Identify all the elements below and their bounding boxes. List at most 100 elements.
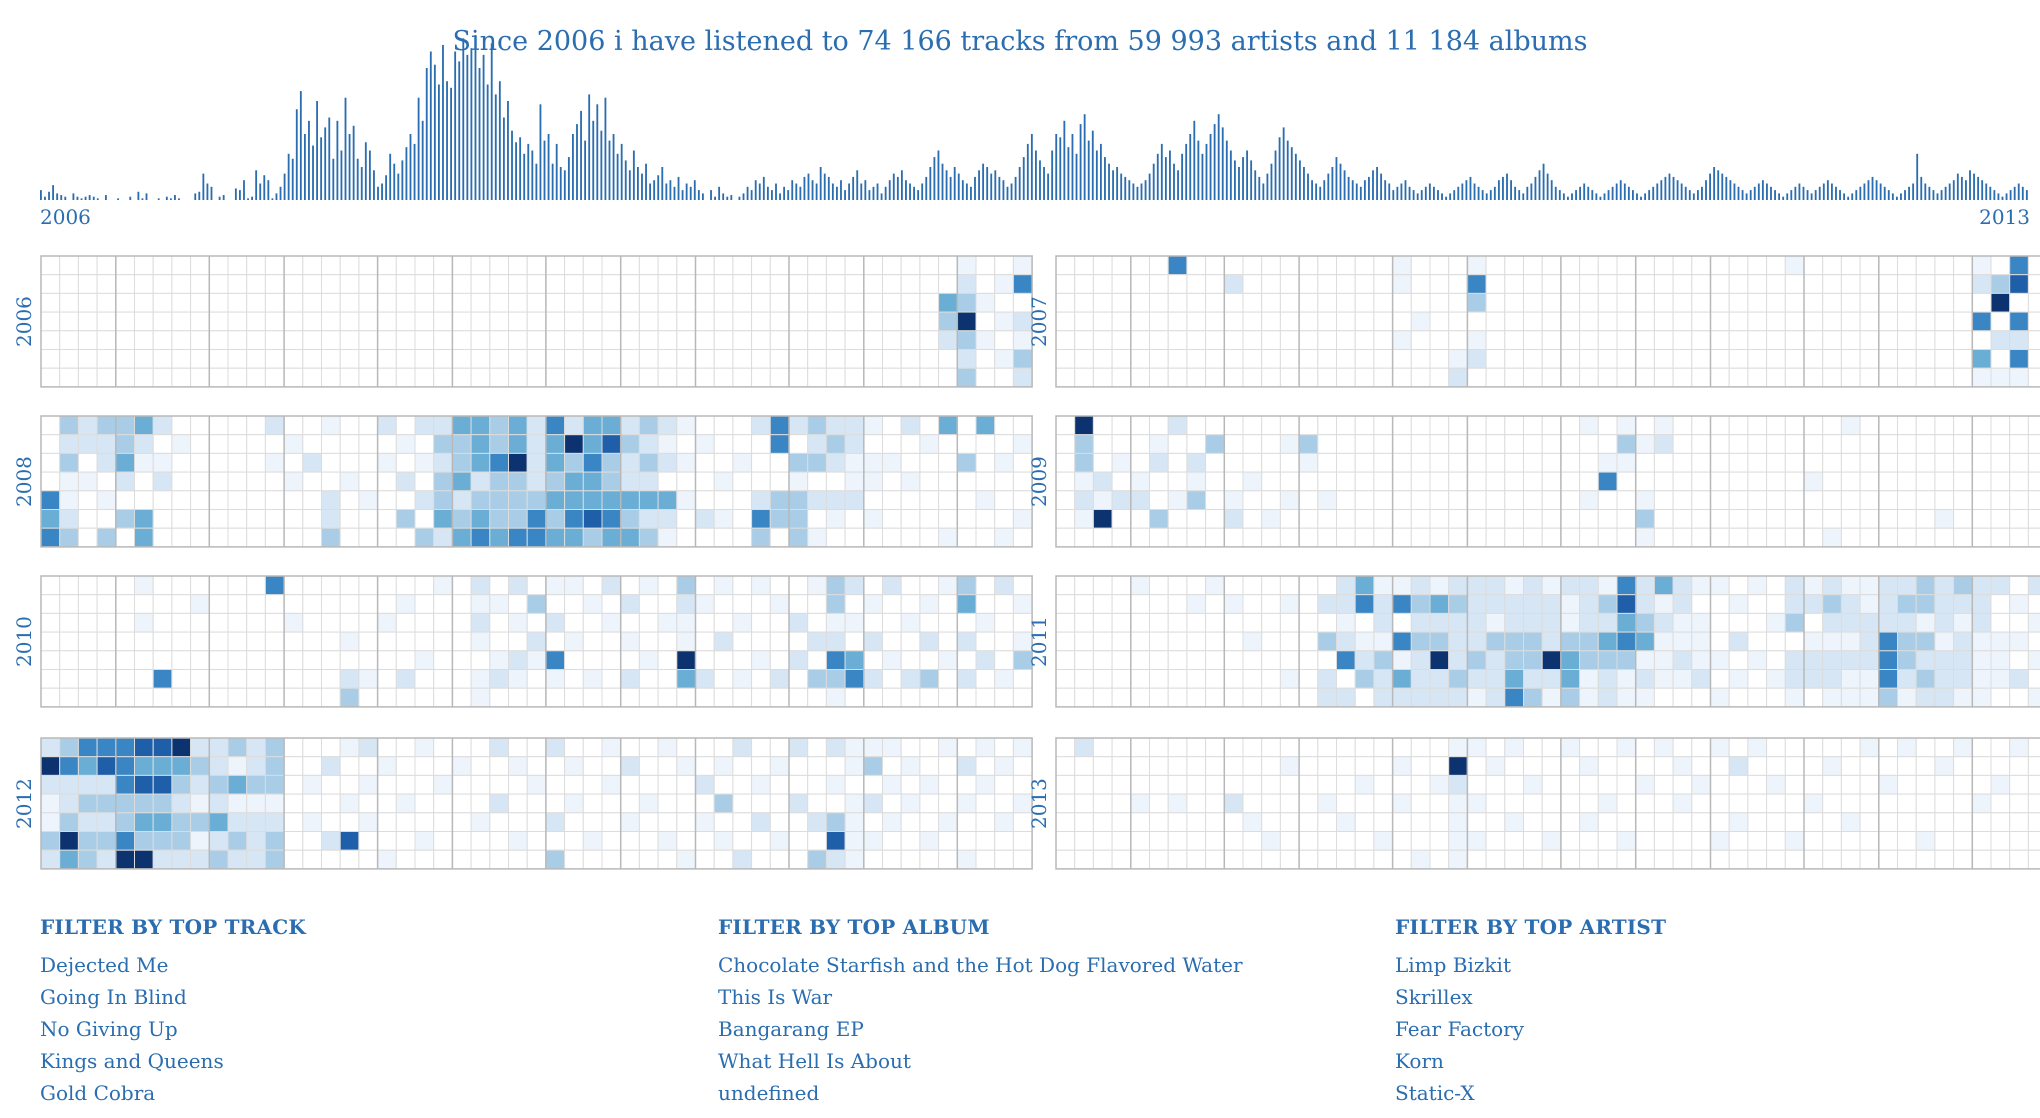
day-cell[interactable] [1373,330,1394,351]
day-cell[interactable] [938,311,958,332]
day-cell[interactable] [1541,793,1562,814]
day-cell[interactable] [40,687,61,708]
day-cell[interactable] [844,292,865,313]
day-cell[interactable] [1653,415,1674,436]
day-cell[interactable] [208,669,229,689]
day-cell[interactable] [1597,274,1618,294]
day-cell[interactable] [264,669,285,689]
day-cell[interactable] [77,687,98,708]
day-cell[interactable] [283,669,304,689]
day-cell[interactable] [545,311,566,332]
day-cell[interactable] [844,687,865,708]
day-cell[interactable] [1466,349,1487,369]
day-cell[interactable] [1261,831,1281,851]
day-cell[interactable] [433,509,453,529]
day-cell[interactable] [1167,631,1188,652]
day-cell[interactable] [1279,737,1300,758]
day-cell[interactable] [2009,650,2029,671]
day-cell[interactable] [994,831,1014,851]
day-cell[interactable] [1990,631,2011,652]
day-cell[interactable] [1410,434,1431,454]
day-cell[interactable] [115,774,136,795]
day-cell[interactable] [676,612,696,633]
day-cell[interactable] [1149,509,1169,529]
day-cell[interactable] [1635,687,1655,708]
day-cell[interactable] [657,812,678,833]
day-cell[interactable] [582,452,603,473]
day-cell[interactable] [190,849,210,870]
day-cell[interactable] [433,330,453,351]
day-cell[interactable] [96,274,117,294]
day-cell[interactable] [1392,274,1412,294]
day-cell[interactable] [1859,812,1880,833]
day-cell[interactable] [1635,349,1655,369]
day-cell[interactable] [358,349,379,369]
day-cell[interactable] [508,575,528,596]
day-cell[interactable] [508,255,528,276]
day-cell[interactable] [1953,669,1973,689]
day-cell[interactable] [1354,330,1375,351]
day-cell[interactable] [938,650,958,671]
day-cell[interactable] [1635,594,1655,614]
day-cell[interactable] [1012,756,1033,776]
filter-item[interactable]: Bangarang EP [718,1017,864,1041]
day-cell[interactable] [1672,274,1693,294]
day-cell[interactable] [1298,793,1319,814]
day-cell[interactable] [1298,311,1319,332]
day-cell[interactable] [564,737,584,758]
day-cell[interactable] [1953,575,1973,596]
day-cell[interactable] [1317,349,1337,369]
day-cell[interactable] [1223,612,1244,633]
day-cell[interactable] [377,311,397,332]
day-cell[interactable] [264,367,285,388]
day-cell[interactable] [1336,367,1356,388]
day-cell[interactable] [1523,737,1543,758]
day-cell[interactable] [1784,255,1805,276]
day-cell[interactable] [825,594,846,614]
day-cell[interactable] [900,434,921,454]
day-cell[interactable] [2009,793,2029,814]
day-cell[interactable] [1990,367,2011,388]
day-cell[interactable] [1934,292,1955,313]
day-cell[interactable] [1410,793,1431,814]
day-cell[interactable] [1223,575,1244,596]
day-cell[interactable] [1747,509,1768,529]
filter-item[interactable]: Limp Bizkit [1395,953,1511,977]
day-cell[interactable] [302,650,322,671]
day-cell[interactable] [732,849,753,870]
day-cell[interactable] [433,527,453,548]
day-cell[interactable] [1167,527,1188,548]
day-cell[interactable] [115,793,136,814]
day-cell[interactable] [1092,415,1113,436]
day-cell[interactable] [358,612,379,633]
day-cell[interactable] [96,415,117,436]
day-cell[interactable] [171,292,192,313]
day-cell[interactable] [264,849,285,870]
day-cell[interactable] [1504,612,1524,633]
day-cell[interactable] [564,255,584,276]
day-cell[interactable] [1747,292,1768,313]
day-cell[interactable] [564,831,584,851]
day-cell[interactable] [601,793,622,814]
day-cell[interactable] [1186,509,1207,529]
day-cell[interactable] [1392,831,1412,851]
day-cell[interactable] [788,737,809,758]
day-cell[interactable] [620,509,640,529]
day-cell[interactable] [676,367,696,388]
day-cell[interactable] [470,756,491,776]
day-cell[interactable] [2027,490,2040,511]
day-cell[interactable] [59,292,79,313]
day-cell[interactable] [321,509,341,529]
day-cell[interactable] [1149,330,1169,351]
day-cell[interactable] [1747,471,1768,492]
day-cell[interactable] [638,669,659,689]
day-cell[interactable] [59,509,79,529]
day-cell[interactable] [115,650,136,671]
day-cell[interactable] [1055,575,1076,596]
day-cell[interactable] [339,255,360,276]
day-cell[interactable] [1261,471,1281,492]
day-cell[interactable] [1504,527,1524,548]
day-cell[interactable] [1766,594,1786,614]
day-cell[interactable] [1205,349,1225,369]
day-cell[interactable] [1242,812,1263,833]
